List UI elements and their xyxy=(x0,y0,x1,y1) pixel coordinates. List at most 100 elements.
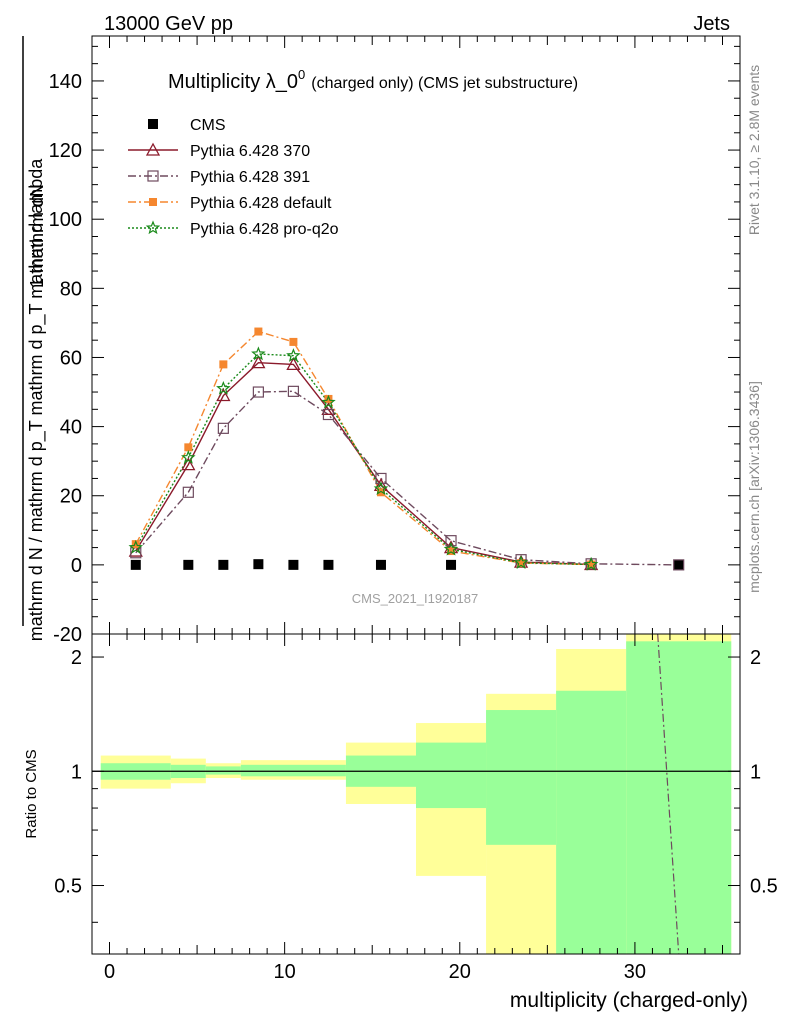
ratio-band-inner xyxy=(486,710,557,845)
data-point-p391 xyxy=(182,486,194,498)
data-point-p391 xyxy=(673,559,685,571)
data-point-pq2o xyxy=(373,481,389,495)
ratio-y-tick-label: 0.5 xyxy=(54,876,82,898)
ratio-line-p391 xyxy=(657,633,680,955)
x-tick-label: 0 xyxy=(104,961,115,983)
x-tick-label: 10 xyxy=(274,961,296,983)
data-point-p391 xyxy=(322,408,335,421)
x-tick-label: 30 xyxy=(624,961,646,983)
analysis-watermark: CMS_2021_I1920187 xyxy=(352,591,479,606)
data-point-pdefault xyxy=(517,559,526,568)
data-point-pdefault xyxy=(587,560,596,569)
data-point-pdefault xyxy=(376,488,385,497)
series-line-pq2o xyxy=(135,353,592,566)
data-point-pdefault xyxy=(131,540,140,549)
legend-marker-pdefault xyxy=(149,198,157,206)
y-tick-label: 120 xyxy=(49,140,82,162)
data-point-p370 xyxy=(216,388,231,402)
legend-label-pq2o: Pythia 6.428 pro-q2o xyxy=(190,221,339,238)
y-tick-label: 40 xyxy=(60,417,82,439)
data-point-pq2o xyxy=(286,348,301,362)
data-point-pq2o xyxy=(443,541,459,556)
y-tick-label: 100 xyxy=(49,209,82,231)
mcplots-label: mcplots.cern.ch [arXiv:1306.3436] xyxy=(746,381,762,593)
data-point-pq2o xyxy=(181,450,196,464)
data-point-p391 xyxy=(217,422,229,434)
data-point-cms xyxy=(253,559,264,570)
data-point-pdefault xyxy=(447,547,456,556)
data-point-cms xyxy=(288,559,299,570)
y-label-denominator: mathrm d N / mathrm d p_T mathrm d p_T m… xyxy=(26,158,47,641)
main-y-axis-label: 1 mathrm dN mathrm d N / mathrm d p_T ma… xyxy=(22,36,47,641)
data-point-cms xyxy=(130,559,141,570)
header-process-label: Jets xyxy=(693,13,730,35)
ratio-lines xyxy=(92,633,740,955)
plot-title-main: Multiplicity λ_0 xyxy=(168,71,298,93)
legend-marker-pq2o xyxy=(145,220,161,235)
legend-label-p391: Pythia 6.428 391 xyxy=(190,169,310,186)
legend-marker-p370 xyxy=(145,142,161,156)
data-point-p391 xyxy=(287,385,300,397)
ratio-band-inner xyxy=(416,742,487,809)
rivet-version-label: Rivet 3.1.10, ≥ 2.8M events xyxy=(746,65,762,235)
ratio-y-label: Ratio to CMS xyxy=(23,749,40,838)
ratio-panel-frame xyxy=(91,633,741,955)
data-point-pdefault xyxy=(324,394,333,403)
legend-marker-p391 xyxy=(147,170,159,182)
data-point-pdefault xyxy=(219,360,228,369)
ratio-band-inner xyxy=(205,766,241,775)
data-point-p391 xyxy=(252,386,264,398)
legend-marker-cms xyxy=(148,119,158,129)
legend-label-p370: Pythia 6.428 370 xyxy=(190,143,310,160)
data-point-cms xyxy=(673,559,684,570)
x-tick-label: 20 xyxy=(449,961,471,983)
main-y-axis: -20 0 20 40 60 80 100 120 140 xyxy=(49,45,740,646)
ratio-bands xyxy=(100,634,732,954)
data-point-p370 xyxy=(286,357,301,371)
ratio-band-inner xyxy=(626,641,732,954)
ratio-y-tick-label-right: 2 xyxy=(750,647,761,669)
legend-label-cms: CMS xyxy=(190,117,226,134)
ratio-band-inner xyxy=(240,764,346,777)
data-point-pq2o xyxy=(216,380,231,395)
ratio-y-tick-label: 2 xyxy=(71,647,82,669)
y-tick-label: 60 xyxy=(60,347,82,369)
ratio-panel: 0.5 0.5 1 1 2 2 0 10 20 30 Ratio to CMS multipli… xyxy=(23,36,778,1012)
ratio-band-inner xyxy=(556,690,627,954)
data-point-pq2o xyxy=(583,556,599,571)
data-point-p370 xyxy=(321,401,336,415)
ratio-y-tick-label-right: 1 xyxy=(750,761,761,783)
y-tick-label: 140 xyxy=(49,71,82,93)
ratio-y-tick-label-right: 0.5 xyxy=(750,876,778,898)
data-point-pq2o xyxy=(321,394,336,409)
data-point-pdefault xyxy=(289,337,298,346)
data-point-pdefault xyxy=(254,327,263,336)
data-point-pdefault xyxy=(184,443,193,452)
data-point-cms xyxy=(375,559,386,570)
ratio-y-tick-label: 1 xyxy=(71,761,82,783)
plot-title-superscript: 0 xyxy=(298,67,305,82)
data-point-cms xyxy=(218,559,229,570)
header-energy-label: 13000 GeV pp xyxy=(104,13,233,35)
data-point-p370 xyxy=(181,457,196,471)
y-tick-label: 20 xyxy=(60,486,82,508)
legend: CMS Pythia 6.428 370 Pythia 6.428 391 Pythi… xyxy=(128,117,339,238)
x-axis: 0 10 20 30 xyxy=(104,36,723,983)
data-point-cms xyxy=(183,559,194,570)
main-series-group xyxy=(128,327,685,571)
data-point-pq2o xyxy=(513,555,529,569)
plot-title: Multiplicity λ_00 (charged only) (CMS jet… xyxy=(168,67,578,93)
data-point-p370 xyxy=(251,355,266,369)
y-tick-label: 80 xyxy=(60,278,82,300)
data-point-pq2o xyxy=(251,346,266,361)
legend-label-pdefault: Pythia 6.428 default xyxy=(190,195,332,212)
main-panel: -20 0 20 40 60 80 100 120 140 CMS_2021_I1920187 xyxy=(49,35,741,646)
ratio-y-axis: 0.5 0.5 1 1 2 2 xyxy=(54,647,778,923)
data-point-p391 xyxy=(445,535,457,547)
plot-title-suffix: (charged only) (CMS jet substructure) xyxy=(311,75,578,92)
y-label-numerator: 1 mathrm dN xyxy=(27,184,47,288)
data-point-pq2o xyxy=(128,539,144,554)
x-axis-label: multiplicity (charged-only) xyxy=(510,989,748,1012)
